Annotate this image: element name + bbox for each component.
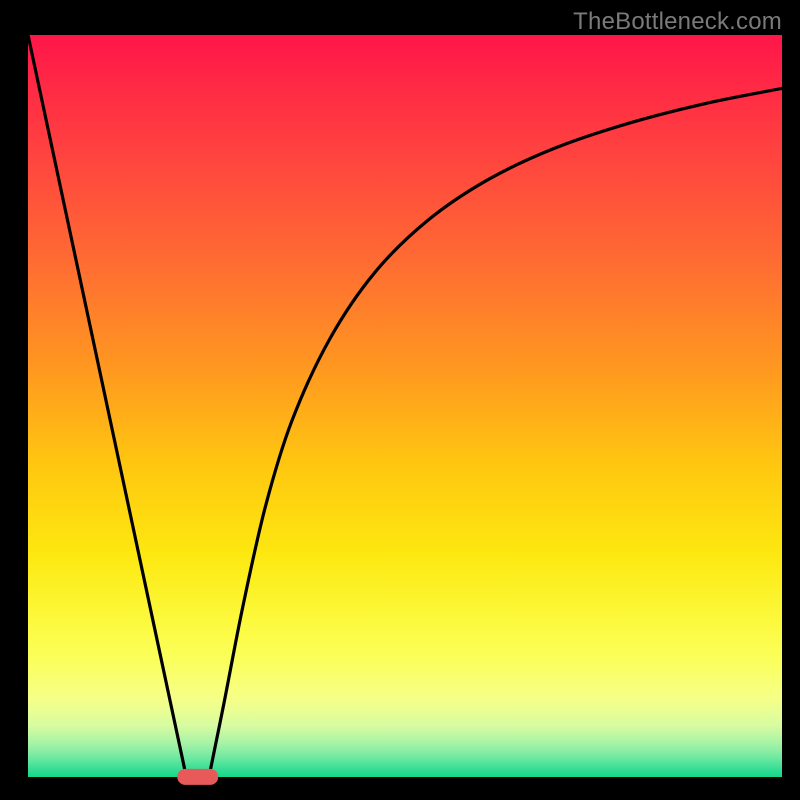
- watermark-text: TheBottleneck.com: [573, 8, 782, 36]
- curve-left-branch: [28, 35, 186, 777]
- plot-area: [28, 35, 782, 777]
- curve-right-branch: [209, 88, 782, 777]
- minimum-marker: [177, 769, 218, 785]
- bottleneck-curve: [28, 35, 782, 777]
